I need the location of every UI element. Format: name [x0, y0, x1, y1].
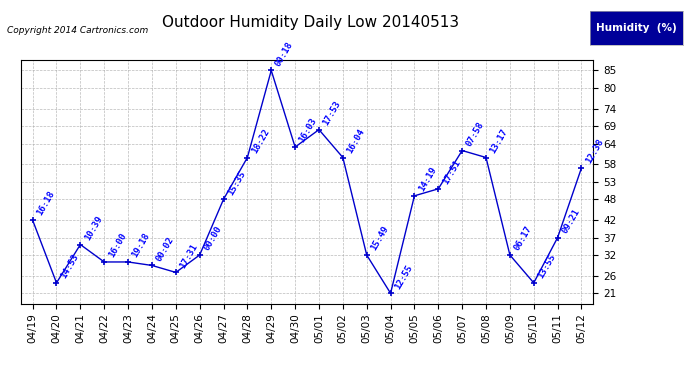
Text: 16:03: 16:03	[297, 117, 319, 144]
Text: 12:55: 12:55	[393, 263, 414, 291]
Text: 00:18: 00:18	[274, 40, 295, 68]
Text: 18:22: 18:22	[250, 127, 271, 155]
Text: 00:02: 00:02	[155, 235, 175, 262]
Text: 00:00: 00:00	[202, 225, 224, 252]
Text: 09:21: 09:21	[560, 207, 581, 235]
Text: 16:00: 16:00	[106, 231, 128, 259]
Text: 12:38: 12:38	[584, 137, 605, 165]
Text: 06:17: 06:17	[512, 225, 533, 252]
Text: 15:49: 15:49	[369, 225, 391, 252]
Text: 19:18: 19:18	[130, 231, 152, 259]
Text: 13:17: 13:17	[489, 127, 510, 155]
Text: 17:31: 17:31	[178, 242, 199, 270]
Text: Outdoor Humidity Daily Low 20140513: Outdoor Humidity Daily Low 20140513	[162, 15, 459, 30]
Text: 10:39: 10:39	[83, 214, 104, 242]
Text: 07:58: 07:58	[464, 120, 486, 148]
Text: Humidity  (%): Humidity (%)	[596, 23, 677, 33]
Text: 16:18: 16:18	[35, 190, 57, 217]
Text: 14:19: 14:19	[417, 165, 438, 193]
Text: 16:04: 16:04	[345, 127, 366, 155]
Text: Copyright 2014 Cartronics.com: Copyright 2014 Cartronics.com	[7, 26, 148, 35]
Text: 14:53: 14:53	[59, 252, 80, 280]
Text: 13:55: 13:55	[536, 252, 558, 280]
Text: 17:53: 17:53	[322, 99, 343, 127]
Text: 15:35: 15:35	[226, 169, 247, 196]
Text: 17:51: 17:51	[441, 158, 462, 186]
